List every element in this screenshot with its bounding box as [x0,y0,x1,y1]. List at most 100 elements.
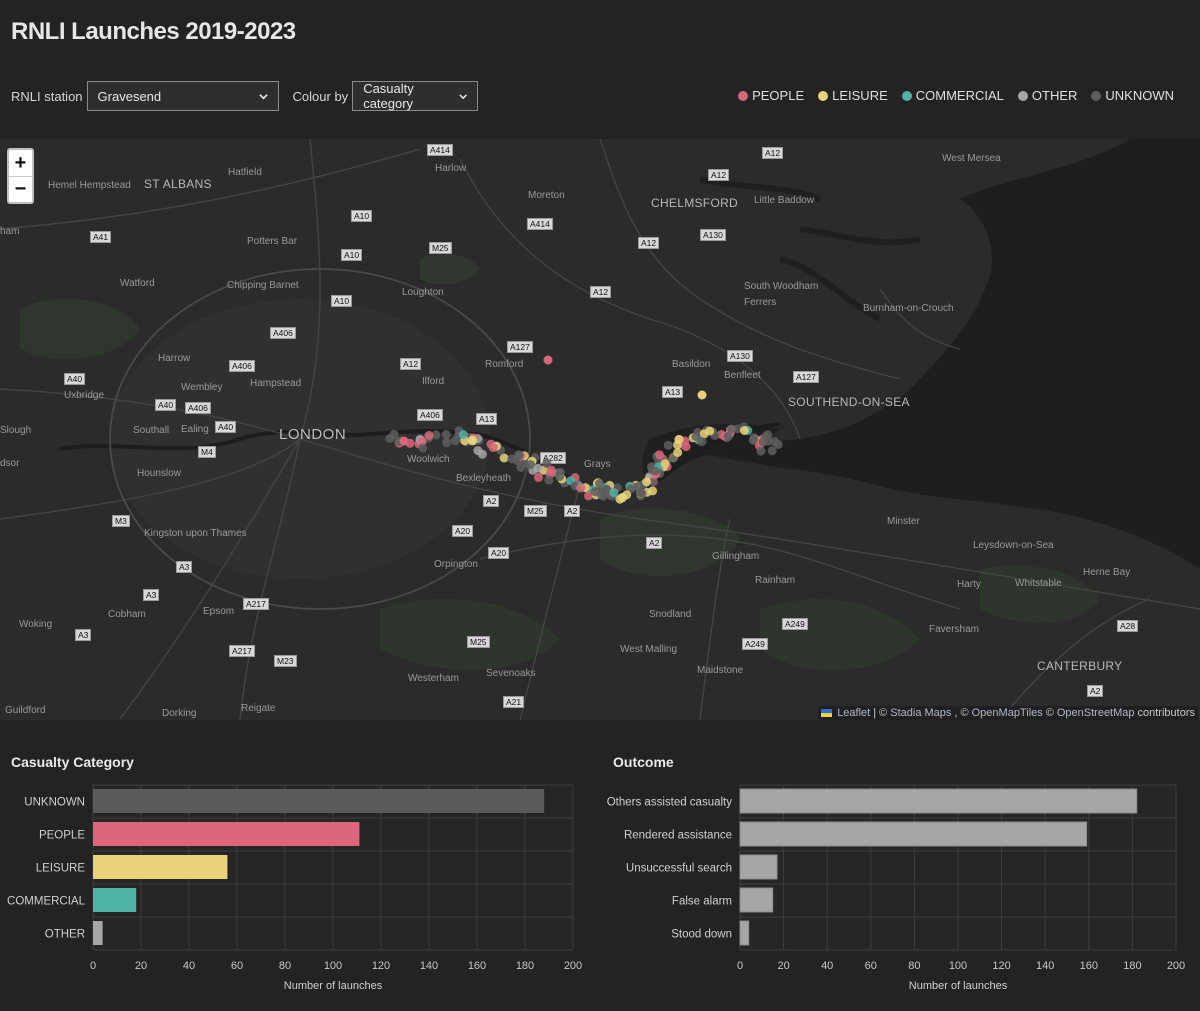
launch-point[interactable] [660,459,670,468]
launch-point[interactable] [748,435,758,445]
launch-point[interactable] [617,492,627,502]
launch-point[interactable] [773,440,783,449]
bar[interactable] [739,821,1088,847]
place-label: Watford [120,278,155,289]
place-label: Basildon [672,359,711,370]
bar[interactable] [93,888,137,912]
launch-point[interactable] [543,355,553,365]
launch-point[interactable] [441,430,451,439]
launch-point[interactable] [739,426,749,435]
launch-point[interactable] [655,450,664,460]
place-label: West Mersea [942,153,1001,164]
launch-points-layer [385,355,783,504]
place-label: Westerham [408,673,459,684]
launch-point[interactable] [697,390,707,400]
launch-point[interactable] [424,430,434,440]
launch-point[interactable] [488,443,498,453]
launch-point[interactable] [442,437,452,447]
bar[interactable] [93,855,228,879]
place-label: Hemel Hempstead [48,180,131,191]
zoom-in-button[interactable]: + [14,151,27,174]
launch-point[interactable] [635,488,645,498]
place-label: Woking [19,619,53,630]
launch-point[interactable] [546,465,556,475]
bar[interactable] [739,887,774,913]
x-tick-label: 20 [777,960,789,972]
place-label: Reigate [241,703,276,714]
bar[interactable] [93,822,360,846]
launch-point[interactable] [555,472,565,481]
launch-point[interactable] [576,483,586,493]
bar[interactable] [739,854,778,880]
stadia-link[interactable]: Stadia Maps [890,707,952,719]
launch-point[interactable] [499,453,509,463]
bar[interactable] [93,789,545,813]
launch-point[interactable] [534,472,543,482]
launch-point[interactable] [467,436,477,446]
launch-point[interactable] [650,466,660,476]
road-shield: M23 [274,655,297,667]
launch-point[interactable] [431,430,441,440]
road-shield: A414 [427,144,453,156]
launch-point[interactable] [507,454,517,464]
launch-point[interactable] [473,446,483,456]
zoom-out-button[interactable]: − [9,176,32,202]
x-tick-label: 40 [821,960,833,972]
launch-point[interactable] [723,431,733,441]
x-tick-label: 80 [279,960,291,972]
launch-point[interactable] [514,450,524,460]
launch-point[interactable] [649,477,659,487]
road-shield: A12 [638,237,660,249]
launch-point[interactable] [594,479,604,488]
launch-point[interactable] [767,446,777,456]
launch-point[interactable] [450,436,460,446]
launch-point[interactable] [756,446,766,456]
road-shield: A249 [742,638,768,650]
launch-point[interactable] [663,440,673,450]
attribution-text: contributors [1137,707,1195,719]
launch-point[interactable] [648,486,658,496]
launch-point[interactable] [542,458,552,468]
launch-point[interactable] [418,443,428,453]
launch-point[interactable] [590,487,600,497]
launch-point[interactable] [763,430,773,440]
map-view[interactable]: West Mersea Harlow Hatfield Hemel Hempst… [0,139,1200,720]
launch-point[interactable] [705,426,715,436]
launch-point[interactable] [399,436,409,446]
y-category-label: Others assisted casualty [607,797,733,809]
road-shield: A41 [90,231,112,243]
launch-point[interactable] [758,437,768,447]
openstreetmap-link[interactable]: OpenStreetMap [1056,707,1135,719]
colour-by-select[interactable]: Casualty category [352,81,479,111]
launch-point[interactable] [544,475,554,485]
basemap [0,139,1200,720]
launch-point[interactable] [458,430,468,440]
launch-point[interactable] [389,429,399,439]
green-area [20,298,140,360]
launch-point[interactable] [727,424,737,434]
launch-point[interactable] [673,448,683,457]
place-label: Kingston upon Thames [144,528,247,539]
place-label: Rainham [755,575,796,586]
launch-point[interactable] [681,442,691,452]
x-tick-label: 20 [135,960,147,972]
road-shield: A406 [417,409,443,421]
bar[interactable] [93,921,103,945]
launch-point[interactable] [673,440,682,450]
bar[interactable] [739,920,750,946]
openmaptiles-link[interactable]: OpenMapTiles [971,707,1043,719]
station-select-value: Gravesend [97,88,162,104]
launch-point[interactable] [691,432,701,442]
bar[interactable] [739,788,1138,814]
road-shield: A130 [700,229,726,241]
launch-point[interactable] [697,437,707,447]
launch-point[interactable] [642,477,651,487]
leaflet-link[interactable]: Leaflet [837,707,871,719]
launch-point[interactable] [525,460,535,470]
launch-point[interactable] [609,488,619,498]
x-tick-label: 160 [468,960,486,972]
road-shield: A2 [646,537,663,549]
launch-point[interactable] [584,491,593,501]
launch-point[interactable] [533,463,543,473]
station-select[interactable]: Gravesend [86,81,279,111]
